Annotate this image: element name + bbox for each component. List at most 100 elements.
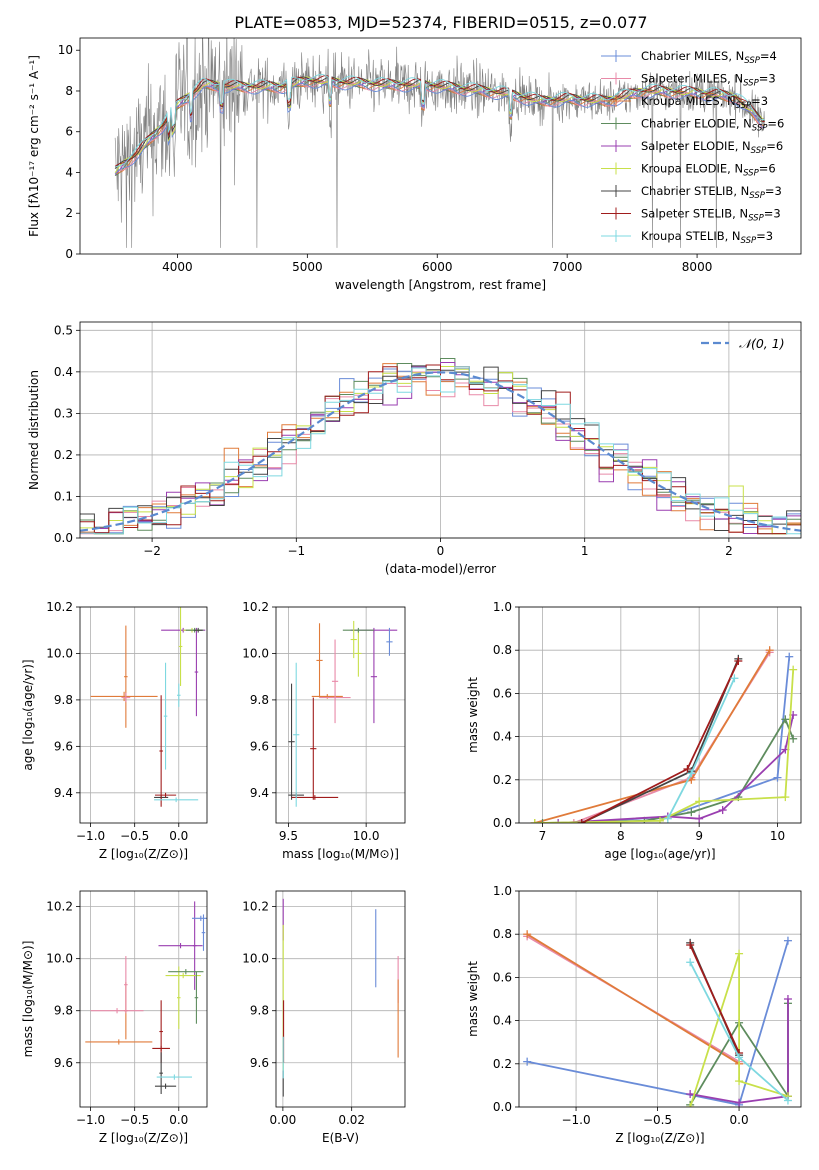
y-axis-label: mass weight (466, 677, 480, 753)
x-tick-label: 0.0 (169, 829, 188, 843)
plot-area (85, 901, 207, 1094)
plot-area (80, 358, 801, 535)
y-tick-label: 10.2 (242, 600, 269, 614)
y-tick-label: 1.0 (493, 600, 512, 614)
legend-label-5: Kroupa ELODIE, NSSP=6 (641, 162, 776, 179)
x-tick-label: 9.5 (279, 829, 298, 843)
axes-frame (518, 606, 802, 824)
panel-mass-vs-EBV: 0.00 0.02 9.6 9.8 10.0 10.2 E(B-V) (242, 890, 406, 1145)
y-tick-label: 9.8 (250, 1004, 269, 1018)
y-tick-label: 10.0 (242, 646, 269, 660)
y-tick-label: 0.2 (54, 448, 73, 462)
x-axis-label: E(B-V) (322, 1131, 359, 1145)
y-tick-label: 9.4 (250, 786, 269, 800)
x-tick-label: 7000 (552, 260, 583, 274)
panel-mass-vs-Z: −1.0 −0.5 0.0 9.6 9.8 10.0 10.2 Z [log₁₀(Z/Z⊙)]… (21, 890, 208, 1145)
x-axis-label: Z [log₁₀(Z/Z⊙)] (99, 847, 188, 861)
y-tick-label: 0.5 (54, 323, 73, 337)
weight-series-2 (526, 933, 740, 1065)
x-tick-label: 8000 (682, 260, 713, 274)
y-tick-label: 9.8 (54, 1004, 73, 1018)
y-axis-label: age [log₁₀(age/yr)] (21, 659, 35, 770)
y-tick-label: 1.0 (493, 884, 512, 898)
x-axis-label: (data-model)/error (385, 562, 496, 576)
panel-weight-vs-age: 7 8 9 10 0.0 0.2 0.4 0.6 0.8 1.0 age [log₁₀(age/yr… (466, 600, 802, 861)
y-tick-label: 2 (65, 206, 73, 220)
axes-frame (518, 890, 802, 1108)
legend-label-4: Salpeter ELODIE, NSSP=6 (641, 139, 783, 156)
y-tick-label: 10.0 (242, 952, 269, 966)
x-tick-label: 4000 (162, 260, 193, 274)
weight-series-4 (690, 999, 789, 1104)
axes-frame (79, 321, 802, 539)
y-tick-label: 10.0 (46, 646, 73, 660)
x-tick-label: −1.0 (76, 1113, 105, 1127)
x-axis-label: wavelength [Angstrom, rest frame] (335, 278, 546, 292)
y-tick-label: 9.6 (250, 1056, 269, 1070)
x-tick-label: 6000 (422, 260, 453, 274)
plot-area (114, 38, 765, 248)
x-tick-label: 5000 (292, 260, 323, 274)
axes-frame (275, 606, 406, 824)
panel-age-vs-mass: 9.5 10.0 9.4 9.6 9.8 10.0 10.2 mass [log₁₀(M/M⊙… (242, 600, 406, 861)
model-spectrum-8 (114, 73, 765, 168)
y-tick-label: 0.3 (54, 406, 73, 420)
plot-area (523, 930, 792, 1107)
legend-label-7: Salpeter STELIB, NSSP=3 (641, 207, 781, 224)
y-tick-label: 10.2 (46, 600, 73, 614)
x-tick-label: −1.0 (561, 1113, 590, 1127)
x-tick-label: 10.0 (353, 829, 380, 843)
weight-series-4 (558, 714, 795, 823)
legend-label-0: Chabrier MILES, NSSP=4 (641, 49, 777, 66)
y-tick-label: 10 (58, 43, 73, 57)
y-tick-label: 0.0 (493, 1100, 512, 1114)
legend-label-6: Chabrier STELIB, NSSP=3 (641, 184, 782, 201)
y-tick-label: 0.4 (54, 365, 73, 379)
x-axis-label: age [log₁₀(age/yr)] (604, 847, 715, 861)
weight-series-7 (689, 944, 740, 1054)
y-tick-label: 0 (65, 247, 73, 261)
x-tick-label: 0.0 (730, 1113, 749, 1127)
figure-title: PLATE=0853, MJD=52374, FIBERID=0515, z=0… (234, 13, 647, 32)
x-tick-label: −1 (287, 544, 305, 558)
y-tick-label: 9.6 (54, 1056, 73, 1070)
panel-spectrum: 4000 5000 6000 7000 8000 0 2 4 6 8 10 wavelength [A… (27, 37, 802, 292)
weight-series-5 (689, 953, 789, 1107)
y-tick-label: 0.1 (54, 489, 73, 503)
plot-area (90, 607, 206, 807)
axes-frame (79, 606, 208, 824)
y-tick-label: 0.6 (493, 970, 512, 984)
panel-age-vs-Z: −1.0 −0.5 0.0 9.4 9.6 9.8 10.0 10.2 Z [log₁₀(Z/Z… (21, 600, 208, 861)
x-tick-label: 0 (437, 544, 445, 558)
x-tick-label: −0.5 (643, 1113, 672, 1127)
y-tick-label: 0.4 (493, 730, 512, 744)
x-tick-label: 2 (725, 544, 733, 558)
y-tick-label: 10.2 (46, 900, 73, 914)
plot-area (288, 620, 398, 807)
y-tick-label: 8 (65, 84, 73, 98)
y-tick-label: 10.0 (46, 952, 73, 966)
panel-weight-vs-Z: −1.0 −0.5 0.0 0.0 0.2 0.4 0.6 0.8 1.0 Z [log₁₀(Z/… (466, 884, 802, 1145)
y-axis-label: mass [log₁₀(M/M⊙)] (21, 941, 35, 1058)
y-tick-label: 0.6 (493, 686, 512, 700)
y-tick-label: 0.4 (493, 1014, 512, 1028)
x-tick-label: 0.02 (338, 1113, 365, 1127)
y-tick-label: 0.2 (493, 773, 512, 787)
y-tick-label: 0.0 (54, 531, 73, 545)
residual-histogram-8 (80, 366, 801, 535)
y-tick-label: 6 (65, 125, 73, 139)
x-tick-label: 0.0 (169, 1113, 188, 1127)
y-tick-label: 9.8 (250, 693, 269, 707)
x-tick-label: −0.5 (120, 829, 149, 843)
x-axis-label: mass [log₁₀(M/M⊙)] (282, 847, 399, 861)
x-tick-label: 9 (695, 829, 703, 843)
x-tick-label: 10 (770, 829, 785, 843)
normal-reference-curve (80, 371, 801, 532)
y-tick-label: 0.8 (493, 643, 512, 657)
plot-area (530, 646, 798, 823)
x-tick-label: 0.00 (270, 1113, 297, 1127)
y-tick-label: 0.2 (493, 1057, 512, 1071)
y-tick-label: 9.8 (54, 693, 73, 707)
x-tick-label: −1.0 (76, 829, 105, 843)
